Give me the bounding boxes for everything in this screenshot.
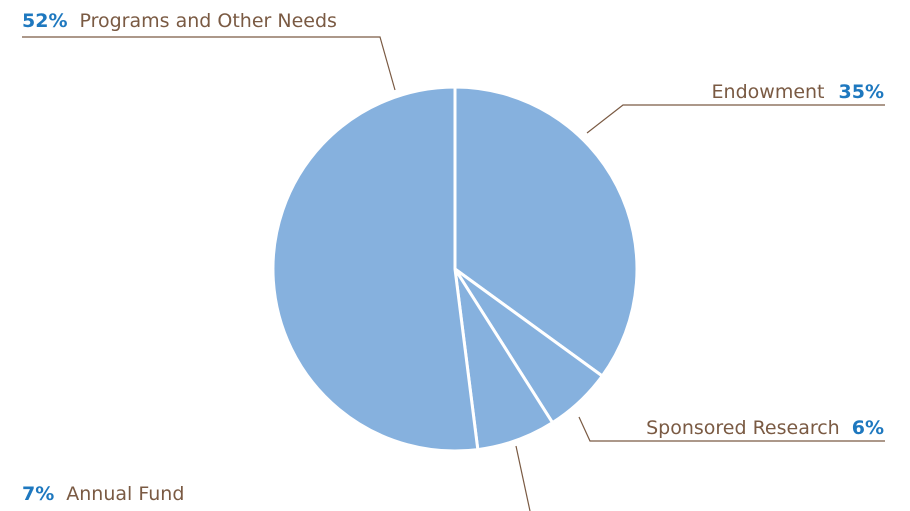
annual-fund-leader-line	[515, 445, 531, 511]
programs-leader-line	[22, 36, 396, 91]
programs-label: Programs and Other Needs	[79, 10, 336, 32]
annual-fund-label-group: 7% Annual Fund	[22, 483, 184, 505]
programs-percent: 52%	[22, 10, 67, 32]
pie-slice-programs-and-other-needs	[271, 85, 480, 453]
endowment-percent: 35%	[839, 81, 884, 103]
sponsored-research-label: Sponsored Research	[646, 417, 840, 439]
endowment-label: Endowment	[712, 81, 825, 103]
endowment-leader-line	[586, 104, 885, 134]
endowment-label-group: Endowment 35%	[712, 81, 884, 103]
annual-fund-percent: 7%	[22, 483, 54, 505]
programs-label-group: 52% Programs and Other Needs	[22, 10, 337, 32]
annual-fund-label: Annual Fund	[66, 483, 184, 505]
pie-slice-endowment	[453, 85, 639, 378]
sponsored-research-leader-line	[578, 416, 885, 442]
sponsored-research-percent: 6%	[852, 417, 884, 439]
pie-slices	[271, 85, 639, 453]
sponsored-research-label-group: Sponsored Research 6%	[646, 417, 884, 439]
